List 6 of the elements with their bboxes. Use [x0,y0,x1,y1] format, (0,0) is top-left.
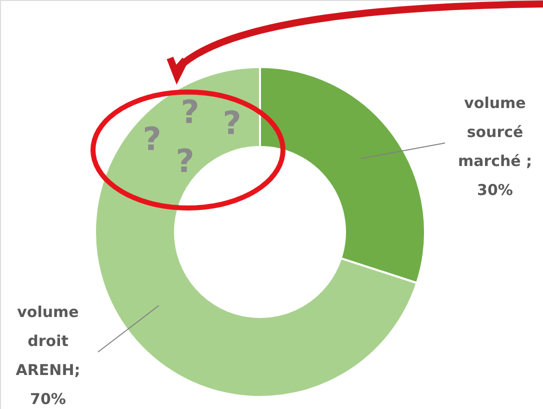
slice-label: volume sourcé marché ; 30% [458,94,532,199]
text: ? [180,93,200,131]
text: ? [176,142,194,180]
text: ? [222,104,242,142]
text: ? [142,120,162,158]
slice-label: volume droit ARENH; 70% [16,303,80,408]
